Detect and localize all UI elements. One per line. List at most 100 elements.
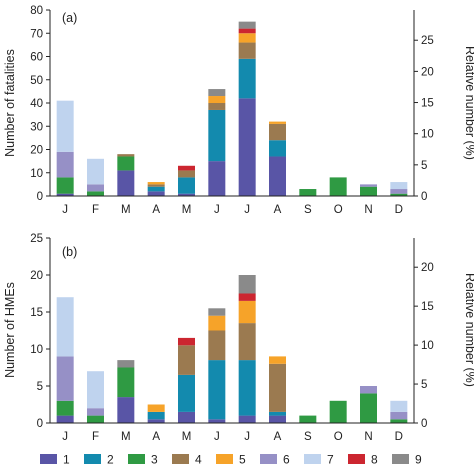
legend-label: 7 — [327, 453, 334, 467]
y-tick-label: 0 — [37, 418, 43, 430]
bar-segment — [147, 411, 165, 420]
bar-segment — [147, 184, 165, 187]
bar-segment — [269, 363, 286, 412]
x-tick-label: D — [395, 431, 403, 443]
x-tick-label: A — [274, 204, 282, 216]
x-tick-label: M — [121, 431, 131, 443]
panel-label: (a) — [62, 11, 77, 25]
bar-segment — [238, 42, 256, 59]
bar-segment — [87, 371, 104, 409]
x-tick-label: J — [62, 204, 68, 216]
bar-segment — [117, 156, 135, 171]
bar-segment — [208, 161, 226, 197]
bar-segment — [56, 193, 74, 196]
bar-segment — [238, 58, 256, 99]
x-tick-label: J — [62, 431, 68, 443]
panel-b: (b) Number of HMEs Relative number (%) 0… — [3, 233, 474, 443]
panel-label: (b) — [62, 245, 77, 259]
y-tick-label: 10 — [30, 168, 43, 180]
y-axis-label: Number of fatalities — [3, 49, 17, 157]
bar-segment — [360, 386, 377, 394]
bar-segment — [87, 415, 104, 423]
x-tick-label: J — [214, 204, 220, 216]
bar-segment — [56, 356, 74, 401]
bar-segment — [269, 411, 286, 416]
y2-tick-label: 15 — [421, 98, 434, 110]
bar-segment — [147, 404, 165, 412]
bar-segment — [208, 109, 226, 162]
y2-tick-label: 0 — [421, 191, 427, 203]
legend-label: 2 — [107, 453, 114, 467]
bar-segment — [269, 140, 286, 157]
bar-segment — [208, 360, 226, 420]
bar-segment — [87, 184, 104, 192]
bar-segment — [390, 182, 408, 190]
bar-segment — [390, 419, 408, 423]
x-tick-label: M — [121, 204, 131, 216]
bar-segment — [238, 33, 256, 43]
bar-segment — [208, 89, 226, 97]
y-tick-label: 20 — [30, 270, 43, 282]
y2-axis-label: Relative number (%) — [463, 46, 474, 160]
bar-segment — [117, 154, 135, 157]
bar-segment — [329, 400, 347, 423]
legend-swatch — [172, 454, 189, 464]
legend-swatch — [392, 454, 409, 464]
x-tick-label: A — [152, 204, 160, 216]
y2-tick-label: 5 — [421, 379, 427, 391]
bar-segment — [269, 123, 286, 141]
y-tick-label: 25 — [30, 233, 43, 245]
legend-swatch — [216, 454, 233, 464]
x-tick-label: F — [92, 204, 99, 216]
bar-segment — [178, 170, 195, 178]
y-tick-label: 60 — [30, 52, 43, 64]
legend-swatch — [348, 454, 365, 464]
legend-swatch — [128, 454, 145, 464]
bar-segment — [178, 374, 195, 412]
bar-segment — [178, 165, 195, 171]
y-tick-label: 15 — [30, 307, 43, 319]
x-tick-label: J — [214, 431, 220, 443]
y2-tick-label: 10 — [421, 129, 434, 141]
x-tick-label: S — [304, 204, 312, 216]
bar-segment — [299, 415, 317, 423]
bar-segment — [56, 151, 74, 178]
legend-label: 3 — [151, 453, 158, 467]
y-axis-label: Number of HMEs — [3, 282, 17, 378]
y2-tick-label: 25 — [421, 35, 434, 47]
bar-segment — [87, 408, 104, 416]
bar-segment — [117, 367, 135, 398]
y2-axis-label: Relative number (%) — [463, 273, 474, 387]
legend-swatch — [260, 454, 277, 464]
y2-tick-label: 10 — [421, 340, 434, 352]
bar-segment — [117, 397, 135, 423]
bar-segment — [147, 186, 165, 192]
bar-segment — [238, 360, 256, 416]
bar-segment — [208, 96, 226, 103]
bar-segment — [390, 193, 408, 196]
legend-swatch — [40, 454, 57, 464]
bar-segment — [390, 189, 408, 194]
bar-segment — [178, 411, 195, 423]
bar-segment — [299, 189, 317, 196]
bar-segment — [238, 21, 256, 29]
bar-segment — [87, 191, 104, 196]
bar-segment — [147, 419, 165, 423]
bar-segment — [329, 177, 347, 196]
bar-segment — [269, 121, 286, 124]
x-tick-label: S — [304, 431, 312, 443]
bar-segment — [238, 415, 256, 423]
x-tick-label: M — [182, 204, 192, 216]
bar-segment — [178, 337, 195, 346]
x-tick-label: J — [244, 431, 250, 443]
bar-segment — [238, 28, 256, 34]
legend-label: 6 — [283, 453, 290, 467]
x-tick-label: A — [274, 431, 282, 443]
bar-segment — [147, 182, 165, 185]
y-tick-label: 80 — [30, 5, 43, 17]
x-tick-label: N — [364, 431, 372, 443]
bar-segment — [178, 345, 195, 375]
x-tick-label: J — [244, 204, 250, 216]
y-tick-label: 20 — [30, 145, 43, 157]
bar-segment — [238, 323, 256, 361]
